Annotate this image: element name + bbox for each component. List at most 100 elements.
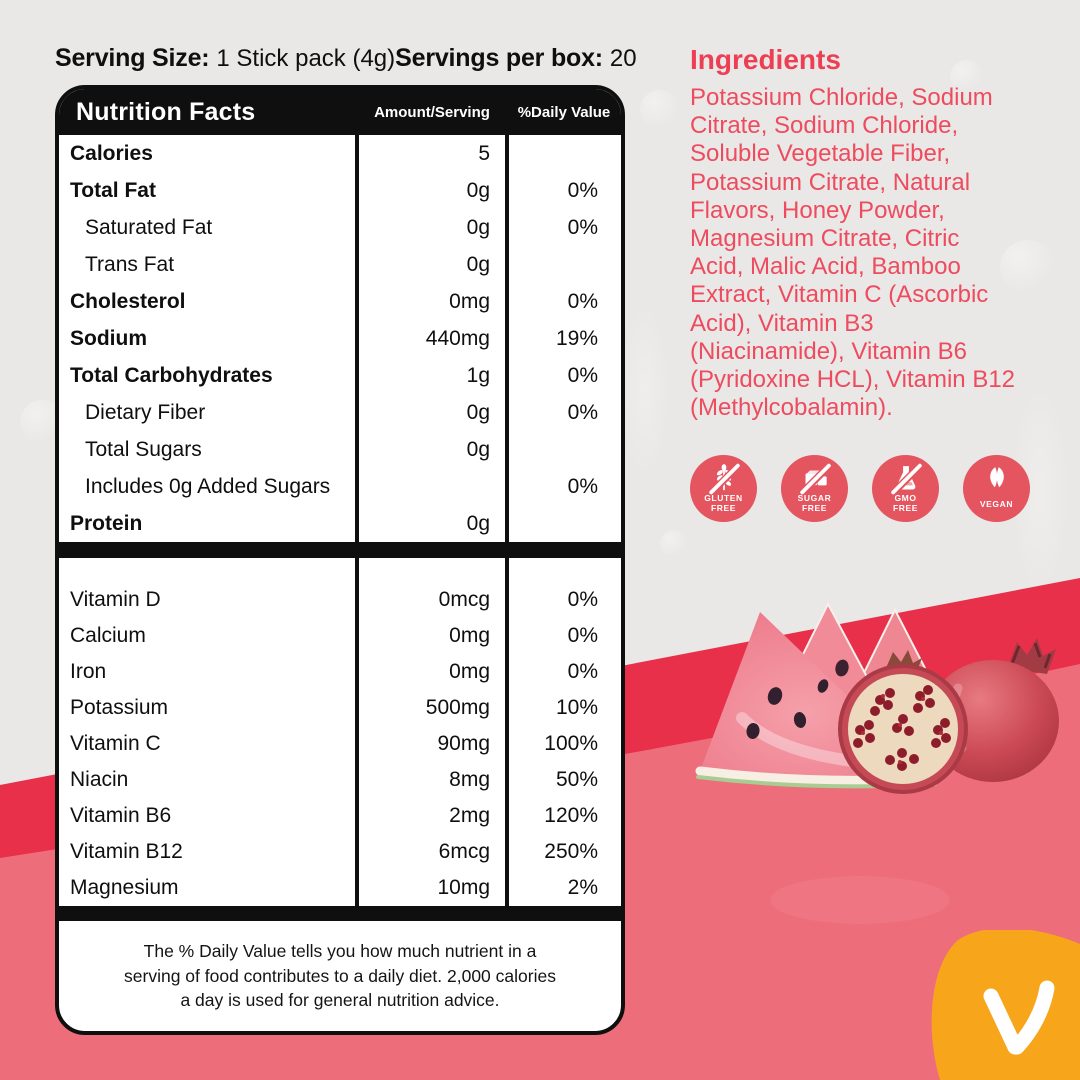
nutrient-row: Vitamin C 90mg 100% — [59, 726, 621, 762]
nutrient-daily-value: 0% — [567, 474, 598, 498]
nutrient-amount: 0g — [466, 178, 490, 202]
nutrient-label: Trans Fat — [85, 252, 175, 276]
nutrient-row: Calories 5 — [59, 135, 621, 172]
nutrient-amount: 500mg — [425, 696, 490, 719]
sugar-free-badge: SUGAR FREE — [781, 455, 848, 522]
nutrient-label: Includes 0g Added Sugars — [85, 474, 331, 498]
nutrient-label: Sodium — [70, 326, 147, 350]
nutrient-daily-value: 0% — [567, 660, 598, 683]
nutrient-label: Niacin — [70, 768, 129, 791]
nutrient-amount: 0g — [466, 252, 490, 276]
nutrient-amount: 5 — [478, 141, 490, 165]
nutrient-label: Calcium — [70, 624, 146, 647]
nutrient-row: Total Carbohydrates 1g 0% — [59, 357, 621, 394]
nutrient-row: Potassium 500mg 10% — [59, 690, 621, 726]
nutrient-amount: 0g — [466, 215, 490, 239]
nutrient-amount: 440mg — [425, 326, 490, 350]
servings-per-box-label: Servings per box: — [395, 44, 603, 72]
nutrient-amount: 8mg — [449, 768, 490, 791]
nutrient-amount: 0g — [466, 400, 490, 424]
nutrient-label: Iron — [70, 660, 107, 683]
nutrient-row: Niacin 8mg 50% — [59, 762, 621, 798]
nutrition-facts-title: Nutrition Facts — [76, 97, 256, 126]
nutrient-label: Magnesium — [70, 876, 179, 899]
nutrient-label: Vitamin B12 — [70, 840, 183, 863]
nutrient-label: Total Carbohydrates — [70, 363, 273, 387]
nutrient-row: Cholesterol 0mg 0% — [59, 283, 621, 320]
nutrient-label: Calories — [70, 141, 153, 165]
nutrient-row: Protein 0g — [59, 505, 621, 542]
badge-label: VEGAN — [979, 498, 1014, 509]
nutrient-row: Magnesium 10mg 2% — [59, 870, 621, 906]
nutrients-section: Calories 5 Total Fat 0g 0% Saturated Fat 0g 0% T… — [59, 135, 621, 542]
badge-label: SUGAR FREE — [797, 493, 832, 513]
nutrient-amount: 10mg — [437, 876, 490, 899]
nutrient-daily-value: 0% — [567, 215, 598, 239]
serving-size: Serving Size: 1 Stick pack (4g) — [55, 44, 395, 73]
nutrient-row: Saturated Fat 0g 0% — [59, 209, 621, 246]
column-divider — [505, 558, 509, 906]
nutrient-label: Protein — [70, 511, 143, 535]
nutrition-facts-header: Nutrition Facts Amount/Serving %Daily Va… — [59, 89, 621, 135]
servings-per-box: Servings per box: 20 — [395, 44, 636, 73]
column-divider — [355, 135, 359, 542]
daily-value-column-header: %Daily Value — [517, 103, 611, 121]
nutrient-amount: 0g — [466, 437, 490, 461]
vitamins-section: Vitamin D 0mcg 0% Calcium 0mg 0% Iron 0mg 0% Pota… — [59, 558, 621, 906]
column-divider — [355, 558, 359, 906]
nutrient-daily-value: 250% — [544, 840, 598, 863]
v-logo-icon — [983, 980, 1055, 1055]
nutrient-amount: 90mg — [437, 732, 490, 755]
ingredients-panel: Ingredients Potassium Chloride, Sodium C… — [690, 44, 1060, 422]
ingredients-text: Potassium Chloride, Sodium Citrate, Sodi… — [690, 84, 1016, 422]
nutrient-row: Vitamin D 0mcg 0% — [59, 582, 621, 618]
nutrient-daily-value: 0% — [567, 624, 598, 647]
diet-badges-row: GLUTEN FREE SUGAR FREE GMO FREE VEGAN — [690, 455, 1030, 522]
nutrient-row: Iron 0mg 0% — [59, 654, 621, 690]
amount-column-header: Amount/Serving — [374, 103, 490, 121]
watermelon-pomegranate-image — [695, 601, 1059, 794]
serving-size-label: Serving Size: — [55, 44, 210, 72]
nutrient-amount: 6mcg — [438, 840, 490, 863]
nutrient-amount: 2mg — [449, 804, 490, 827]
nutrient-label: Cholesterol — [70, 289, 186, 313]
section-divider — [59, 542, 621, 558]
nutrient-label: Dietary Fiber — [85, 400, 206, 424]
nutrient-row: Dietary Fiber 0g 0% — [59, 394, 621, 431]
ingredients-title: Ingredients — [690, 44, 841, 75]
daily-value-footnote: The % Daily Value tells you how much nut… — [124, 941, 556, 1011]
nutrient-amount: 0mg — [449, 289, 490, 313]
gmo-free-badge: GMO FREE — [872, 455, 939, 522]
nutrient-row: Calcium 0mg 0% — [59, 618, 621, 654]
nutrient-row: Sodium 440mg 19% — [59, 320, 621, 357]
nutrient-label: Vitamin B6 — [70, 804, 172, 827]
nutrient-row: Total Fat 0g 0% — [59, 172, 621, 209]
nutrient-daily-value: 0% — [567, 289, 598, 313]
badge-label: GMO FREE — [892, 493, 919, 513]
nutrient-amount: 1g — [466, 363, 490, 387]
section-divider — [59, 906, 621, 921]
nutrient-row: Total Sugars 0g — [59, 431, 621, 468]
nutrient-daily-value: 2% — [567, 876, 598, 899]
nutrient-daily-value: 0% — [567, 588, 598, 611]
serving-info-bar: Serving Size: 1 Stick pack (4g) Servings… — [55, 44, 637, 73]
nutrient-daily-value: 0% — [567, 178, 598, 202]
nutrient-row: Includes 0g Added Sugars 0% — [59, 468, 621, 505]
nutrient-row: Vitamin B12 6mcg 250% — [59, 834, 621, 870]
nutrient-daily-value: 0% — [567, 363, 598, 387]
nutrient-daily-value: 10% — [555, 696, 598, 719]
nutrient-label: Vitamin D — [70, 588, 161, 611]
nutrient-daily-value: 50% — [555, 768, 598, 791]
nutrient-amount: 0mg — [449, 624, 490, 647]
servings-per-box-value: 20 — [609, 45, 637, 72]
nutrient-daily-value: 19% — [555, 326, 598, 350]
nutrient-daily-value: 100% — [544, 732, 598, 755]
nutrition-facts-card: Nutrition Facts Amount/Serving %Daily Va… — [55, 85, 625, 1035]
nutrient-row: Trans Fat 0g — [59, 246, 621, 283]
daily-value-footnote-area: The % Daily Value tells you how much nut… — [59, 921, 621, 1031]
nutrient-label: Potassium — [70, 696, 169, 719]
nutrient-amount: 0mcg — [438, 588, 490, 611]
nutrient-row: Vitamin B6 2mg 120% — [59, 798, 621, 834]
brand-logo — [931, 930, 1080, 1080]
